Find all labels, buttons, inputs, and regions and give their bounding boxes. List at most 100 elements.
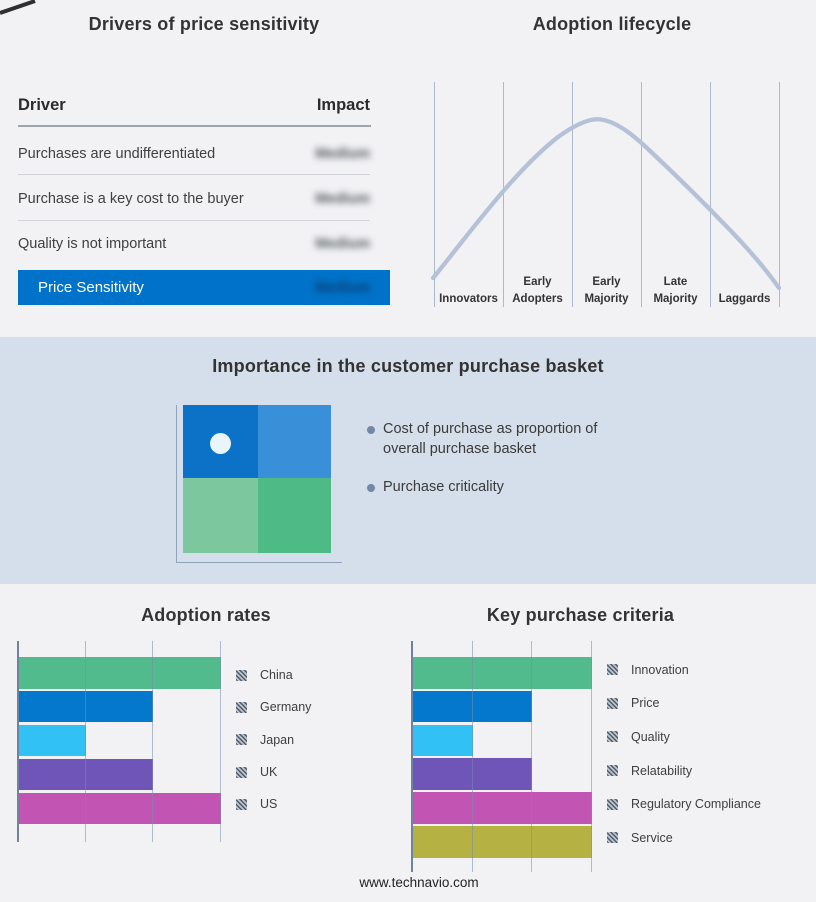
hatched-swatch-icon	[236, 798, 247, 810]
key-purchase-legend: Innovation Price Quality Relatability Regula…	[607, 653, 761, 855]
drivers-panel-title: Drivers of price sensitivity	[88, 14, 320, 34]
lifecycle-separator-1	[434, 82, 435, 307]
legend-item-regulatory-compliance: Regulatory Compliance	[607, 787, 761, 821]
stage-label-late-majority: Late Majority	[653, 276, 698, 305]
legend-label: UK	[260, 765, 278, 780]
bullet-icon	[367, 484, 375, 492]
bullet-icon	[367, 426, 375, 434]
hatched-swatch-icon	[236, 766, 247, 778]
gridline	[471, 641, 473, 872]
legend-item-relatability: Relatability	[607, 754, 761, 788]
legend-item-japan: Japan	[236, 724, 311, 756]
legend-item-innovation: Innovation	[607, 653, 761, 687]
legend-item-us: US	[236, 788, 311, 820]
legend-label: Service	[631, 830, 673, 845]
quadrant-cell-bottom-right	[257, 478, 331, 553]
hatched-swatch-icon	[607, 697, 618, 709]
lifecycle-separator-5	[710, 82, 711, 307]
bar-price	[413, 690, 533, 723]
legend-label: US	[260, 797, 278, 812]
adoption-rates-axis	[17, 641, 19, 842]
adoption-rates-plot	[18, 641, 221, 842]
driver-cell: Purchases are undifferentiated	[18, 145, 216, 162]
lifecycle-separator-4	[641, 82, 642, 307]
bullet-text: Purchase criticality	[383, 479, 504, 495]
stage-label-innovators: Innovators	[439, 292, 498, 305]
website-url: www.technavio.com	[359, 875, 479, 890]
table-row: Quality is not important Medium	[18, 221, 370, 265]
quadrant-x-axis	[176, 562, 342, 563]
driver-cell: Purchase is a key cost to the buyer	[18, 190, 244, 207]
driver-cell: Quality is not important	[18, 236, 167, 253]
lifecycle-panel-title: Adoption lifecycle	[532, 14, 692, 34]
adoption-rates-legend: China Germany Japan UK US	[236, 659, 311, 820]
bar-china	[19, 657, 221, 689]
legend-label: China	[260, 668, 293, 683]
impact-cell-blurred: Medium	[315, 145, 370, 162]
legend-item-germany: Germany	[236, 691, 311, 723]
bar-japan	[19, 724, 87, 757]
purchase-basket-quadrant	[183, 405, 331, 553]
legend-label: Quality	[631, 729, 670, 744]
bullet-item: Cost of purchase as proportion of overal…	[367, 420, 639, 459]
driver-column-header: Driver	[18, 96, 66, 114]
hatched-swatch-icon	[236, 701, 247, 713]
key-purchase-axis	[411, 641, 413, 872]
stage-label-early-adopters: Early Adopters	[512, 276, 563, 305]
gridline	[531, 641, 533, 872]
table-row: Purchases are undifferentiated Medium	[18, 130, 370, 176]
gridline	[591, 641, 593, 872]
bar-service	[413, 826, 593, 858]
hatched-swatch-icon	[607, 664, 618, 676]
legend-item-price: Price	[607, 687, 761, 721]
hatched-swatch-icon	[236, 669, 247, 681]
table-row: Purchase is a key cost to the buyer Mediu…	[18, 175, 370, 221]
quadrant-y-axis	[176, 405, 177, 563]
lifecycle-separator-2	[503, 82, 504, 307]
legend-label: Innovation	[631, 662, 689, 677]
quadrant-cell-top-right	[257, 405, 331, 478]
quadrant-cell-bottom-left	[183, 478, 258, 553]
gridline	[152, 641, 154, 842]
bar-us	[19, 792, 221, 825]
legend-label: Germany	[260, 700, 312, 715]
drivers-table-header: Driver Impact	[18, 96, 370, 115]
highlight-row-impact-value: Medium	[315, 279, 370, 296]
lifecycle-separator-6	[779, 82, 780, 307]
highlight-row-label: Price Sensitivity	[38, 279, 144, 296]
drivers-table-rows: Purchases are undifferentiated Medium Purc…	[18, 130, 370, 265]
basket-panel-title: Importance in the customer purchase bask…	[212, 356, 604, 376]
bar-regulatory-compliance	[413, 792, 593, 824]
bullet-text: Cost of purchase as proportion of overal…	[383, 421, 598, 457]
lifecycle-stage-labels: Innovators Early Adopters Early Majority La…	[434, 270, 779, 307]
legend-label: Relatability	[631, 763, 693, 778]
bar-uk	[19, 758, 154, 791]
impact-cell-blurred: Medium	[315, 190, 370, 207]
bullet-item: Purchase criticality	[367, 478, 639, 498]
price-sensitivity-highlight-row: Price Sensitivity Medium	[18, 270, 390, 305]
quadrant-position-marker	[210, 433, 231, 454]
stage-label-early-majority: Early Majority	[584, 276, 629, 305]
bar-quality	[413, 724, 473, 757]
legend-label: Regulatory Compliance	[631, 797, 761, 812]
impact-cell-blurred: Medium	[315, 236, 370, 253]
hatched-swatch-icon	[607, 731, 618, 743]
corner-mark	[0, 0, 36, 15]
lifecycle-curve	[430, 117, 782, 291]
bar-relatability	[413, 758, 533, 790]
gridline	[85, 641, 87, 842]
legend-item-quality: Quality	[607, 720, 761, 754]
legend-item-service: Service	[607, 821, 761, 855]
stage-label-laggards: Laggards	[718, 292, 771, 305]
table-header-rule	[18, 125, 371, 127]
bar-innovation	[413, 657, 593, 689]
adoption-rates-title: Adoption rates	[141, 605, 271, 625]
impact-column-header: Impact	[316, 96, 370, 114]
legend-item-uk: UK	[236, 756, 311, 788]
hatched-swatch-icon	[607, 798, 618, 810]
key-purchase-plot	[412, 641, 593, 872]
hatched-swatch-icon	[236, 734, 247, 746]
hatched-swatch-icon	[607, 832, 618, 844]
bar-germany	[19, 690, 154, 723]
